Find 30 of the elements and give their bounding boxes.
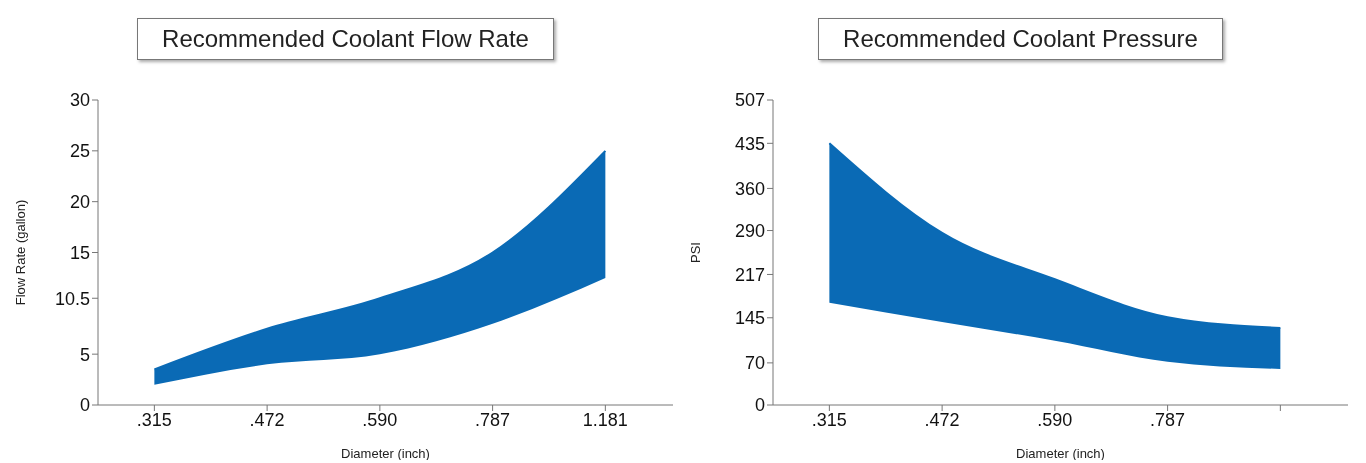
y-tick-label: 25	[69, 141, 90, 162]
chart-title: Recommended Coolant Flow Rate	[137, 18, 554, 60]
y-axis-title: Flow Rate (gallon)	[12, 199, 28, 306]
y-tick-label: 70	[744, 353, 765, 374]
y-tick-label: 290	[734, 220, 765, 241]
y-tick-label: 360	[734, 178, 765, 199]
y-tick-label: 0	[754, 395, 765, 416]
x-tick-label: .472	[249, 409, 285, 430]
x-tick-label: .315	[136, 409, 172, 430]
y-tick-label: 10.5	[54, 288, 90, 309]
y-tick-label: 20	[69, 192, 90, 213]
y-tick-label: 0	[79, 395, 90, 416]
y-axis-title: PSI	[687, 242, 703, 263]
x-tick-label: .787	[1150, 409, 1186, 430]
y-tick-label: 5	[79, 344, 90, 365]
y-tick-label: 145	[734, 308, 765, 329]
x-tick-label: .590	[362, 409, 398, 430]
x-tick-label: 1.181	[582, 409, 628, 430]
x-tick-label: .472	[924, 409, 960, 430]
x-axis-title: Diameter (inch)	[1016, 446, 1105, 461]
y-tick-label: 217	[734, 264, 765, 285]
chart-title: Recommended Coolant Pressure	[818, 18, 1223, 60]
y-tick-label: 15	[69, 242, 90, 263]
y-tick-label: 507	[734, 90, 765, 111]
x-tick-label: .787	[475, 409, 511, 430]
x-tick-label: .315	[811, 409, 847, 430]
y-tick-label: 30	[69, 90, 90, 111]
x-tick-label: .590	[1037, 409, 1073, 430]
x-axis-title: Diameter (inch)	[341, 446, 430, 461]
y-tick-label: 435	[734, 133, 765, 154]
